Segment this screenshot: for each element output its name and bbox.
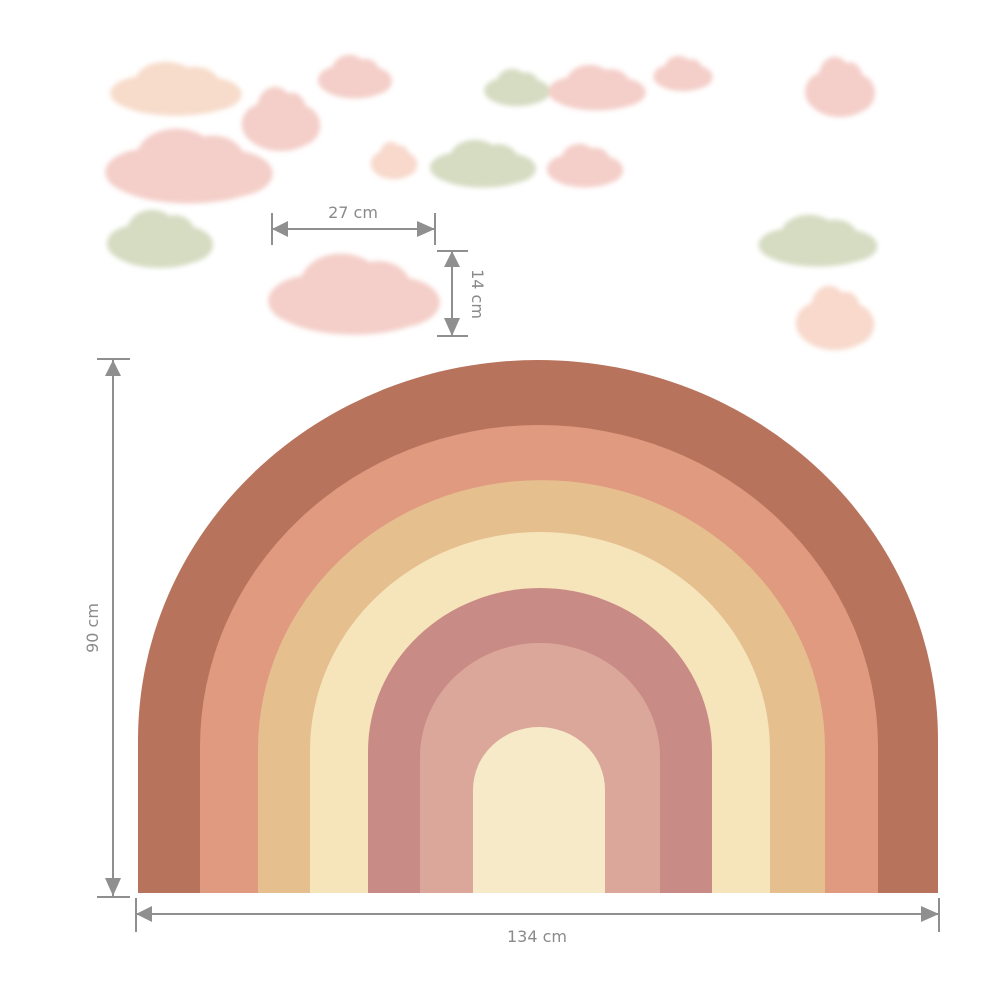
cloud-width-label: 27 cm [328,203,378,222]
cloud [370,141,418,180]
cloud [105,128,273,204]
cloud [805,56,875,118]
rainbow-width-label: 134 cm [507,927,567,946]
cloud [653,55,713,92]
cloud [317,54,393,99]
cloud [110,61,242,116]
cloud [546,143,624,188]
cloud [107,209,213,268]
cloud [484,68,550,107]
cloud-height-label: 14 cm [468,269,487,319]
rainbow-band [473,726,605,893]
cloud [268,253,440,335]
cloud [241,86,321,152]
cloud [430,139,536,188]
rainbow [138,360,938,893]
cloud [548,64,646,111]
rainbow-height-dimension: 90 cm [83,358,130,898]
rainbow-height-label: 90 cm [83,603,102,653]
cloud-height-dimension: 14 cm [437,250,487,337]
rainbow-width-dimension: 134 cm [135,898,940,946]
cloud [758,214,878,267]
clouds-group [105,54,878,351]
cloud [795,285,875,351]
cloud-width-dimension: 27 cm [271,203,436,245]
